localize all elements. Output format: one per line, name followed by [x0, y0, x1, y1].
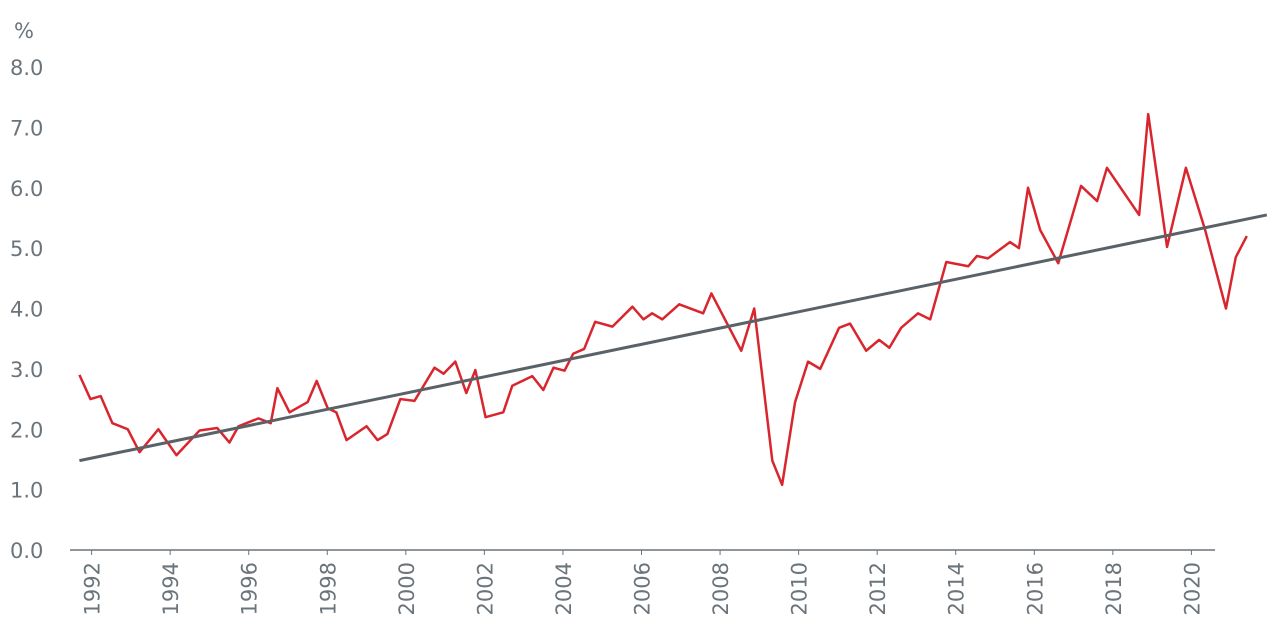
- y-tick-label: 6.0: [10, 177, 43, 201]
- x-tick-label: 2012: [866, 562, 890, 615]
- x-tick-label: 1994: [159, 562, 183, 615]
- y-tick-label: 1.0: [10, 479, 43, 503]
- x-tick-label: 2014: [945, 562, 969, 615]
- y-tick-label: 2.0: [10, 418, 43, 442]
- y-axis-label: %: [14, 19, 34, 43]
- x-tick-label: 2016: [1023, 562, 1047, 615]
- x-tick-label: 2018: [1102, 562, 1126, 615]
- y-tick-label: 0.0: [10, 539, 43, 563]
- line-series: [79, 213, 1268, 463]
- x-tick-label: 2000: [395, 562, 419, 615]
- x-tick-label: 1992: [81, 562, 105, 615]
- x-tick-label: 1996: [238, 562, 262, 615]
- y-tick-label: 5.0: [10, 237, 43, 261]
- y-tick-label: 4.0: [10, 298, 43, 322]
- x-tick-label: 2008: [709, 562, 733, 615]
- line-series: [78, 112, 1248, 487]
- x-tick-label: 2004: [552, 562, 576, 615]
- x-tick-label: 2010: [788, 562, 812, 615]
- y-tick-label: 7.0: [10, 116, 43, 140]
- x-tick-label: 2020: [1180, 562, 1204, 615]
- y-tick-label: 8.0: [10, 56, 43, 80]
- x-tick-label: 2002: [473, 562, 497, 615]
- x-tick-label: 2006: [631, 562, 655, 615]
- y-tick-label: 3.0: [10, 358, 43, 382]
- x-tick-label: 1998: [316, 562, 340, 615]
